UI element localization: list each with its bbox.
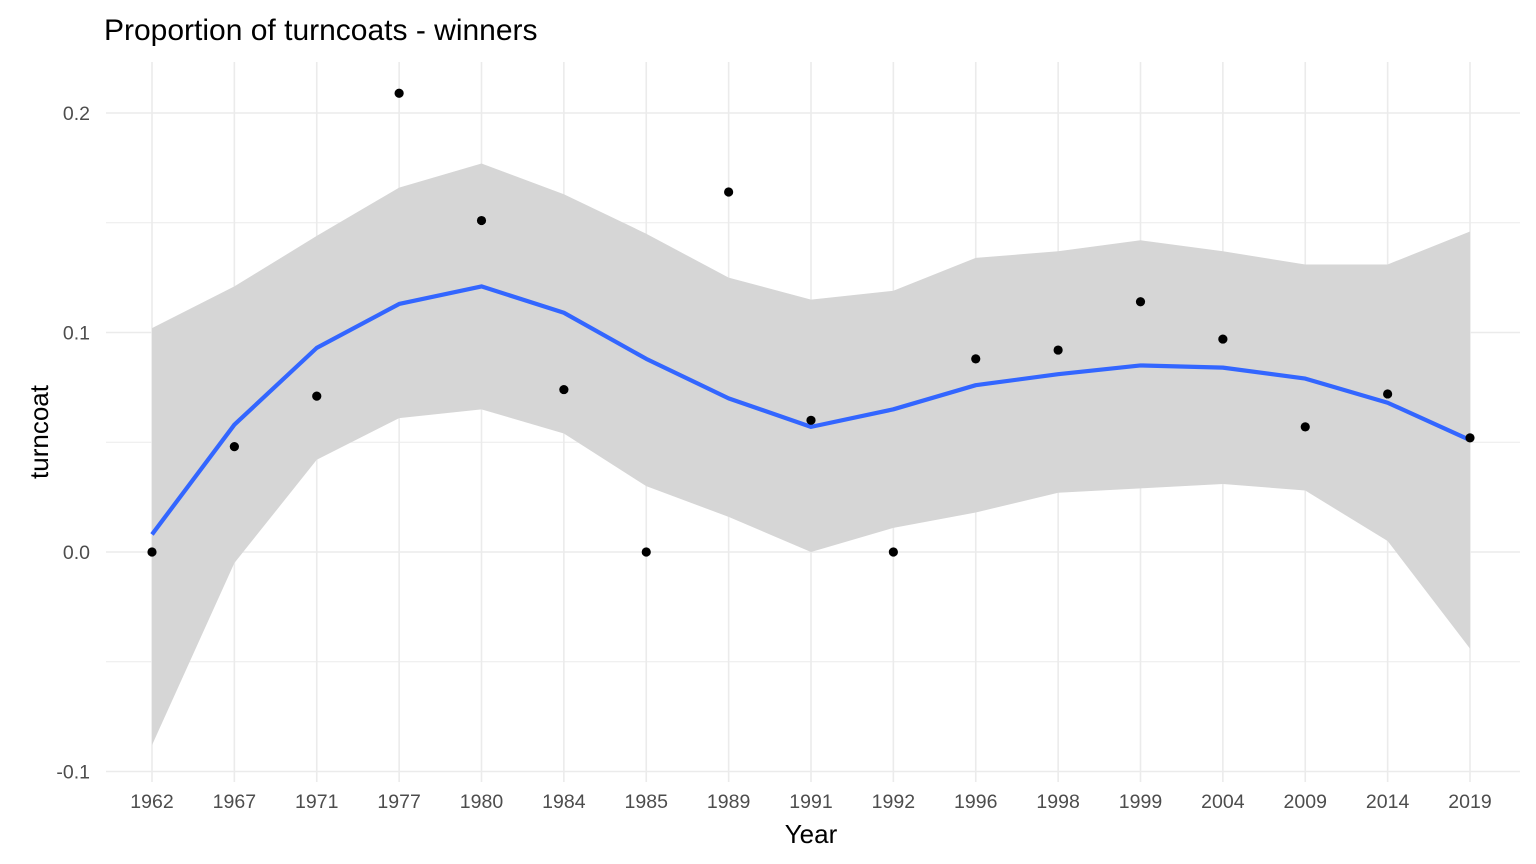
y-axis-title: turncoat [24, 384, 54, 479]
x-tick-label: 1967 [213, 791, 256, 813]
x-tick-label: 1977 [377, 791, 420, 813]
x-tick-label: 1971 [295, 791, 338, 813]
data-point [971, 354, 981, 364]
y-tick-label: -0.1 [56, 762, 90, 784]
x-tick-label: 2019 [1448, 791, 1491, 813]
x-axis-ticks: 1962 1967 1971 1977 1980 1984 1985 1989 1991 1992… [130, 791, 1491, 813]
data-point [559, 384, 569, 395]
data-point [312, 391, 322, 401]
x-tick-label: 1980 [460, 791, 504, 813]
data-point [1300, 422, 1310, 432]
data-point [1135, 297, 1146, 307]
x-tick-label: 1984 [542, 791, 586, 813]
x-tick-label: 1985 [625, 791, 669, 813]
y-tick-label: 0.1 [63, 323, 90, 345]
x-tick-label: 1989 [707, 791, 750, 813]
x-tick-label: 1998 [1036, 791, 1079, 813]
x-tick-label: 2014 [1366, 791, 1410, 813]
x-tick-label: 1991 [789, 791, 832, 813]
y-tick-label: 0.2 [63, 103, 90, 125]
data-point [476, 215, 487, 226]
data-point [888, 547, 898, 557]
data-point [1465, 433, 1475, 443]
data-point [1383, 389, 1393, 399]
x-tick-label: 2004 [1201, 791, 1245, 813]
x-tick-label: 1962 [130, 791, 173, 813]
data-point [1053, 345, 1063, 355]
data-point [641, 547, 651, 557]
data-point [1218, 334, 1228, 344]
smooth-line-layer [150, 284, 1471, 536]
x-tick-label: 1996 [954, 791, 997, 813]
x-axis-title: Year [785, 819, 838, 849]
confidence-band-layer [152, 163, 1470, 746]
y-tick-label: 0.0 [63, 542, 90, 564]
data-point [229, 442, 239, 452]
smooth-line [150, 284, 1471, 536]
x-tick-label: 1999 [1119, 791, 1162, 813]
chart-title: Proportion of turncoats - winners [104, 14, 538, 47]
data-point [724, 187, 734, 197]
x-tick-label: 2009 [1284, 791, 1327, 813]
data-point [806, 415, 816, 425]
y-axis-ticks: -0.1 0.0 0.1 0.2 [56, 103, 90, 784]
x-tick-label: 1992 [872, 791, 915, 813]
data-points-layer [147, 88, 1475, 557]
data-point [394, 88, 404, 98]
confidence-band [152, 163, 1470, 746]
data-point [147, 547, 157, 557]
